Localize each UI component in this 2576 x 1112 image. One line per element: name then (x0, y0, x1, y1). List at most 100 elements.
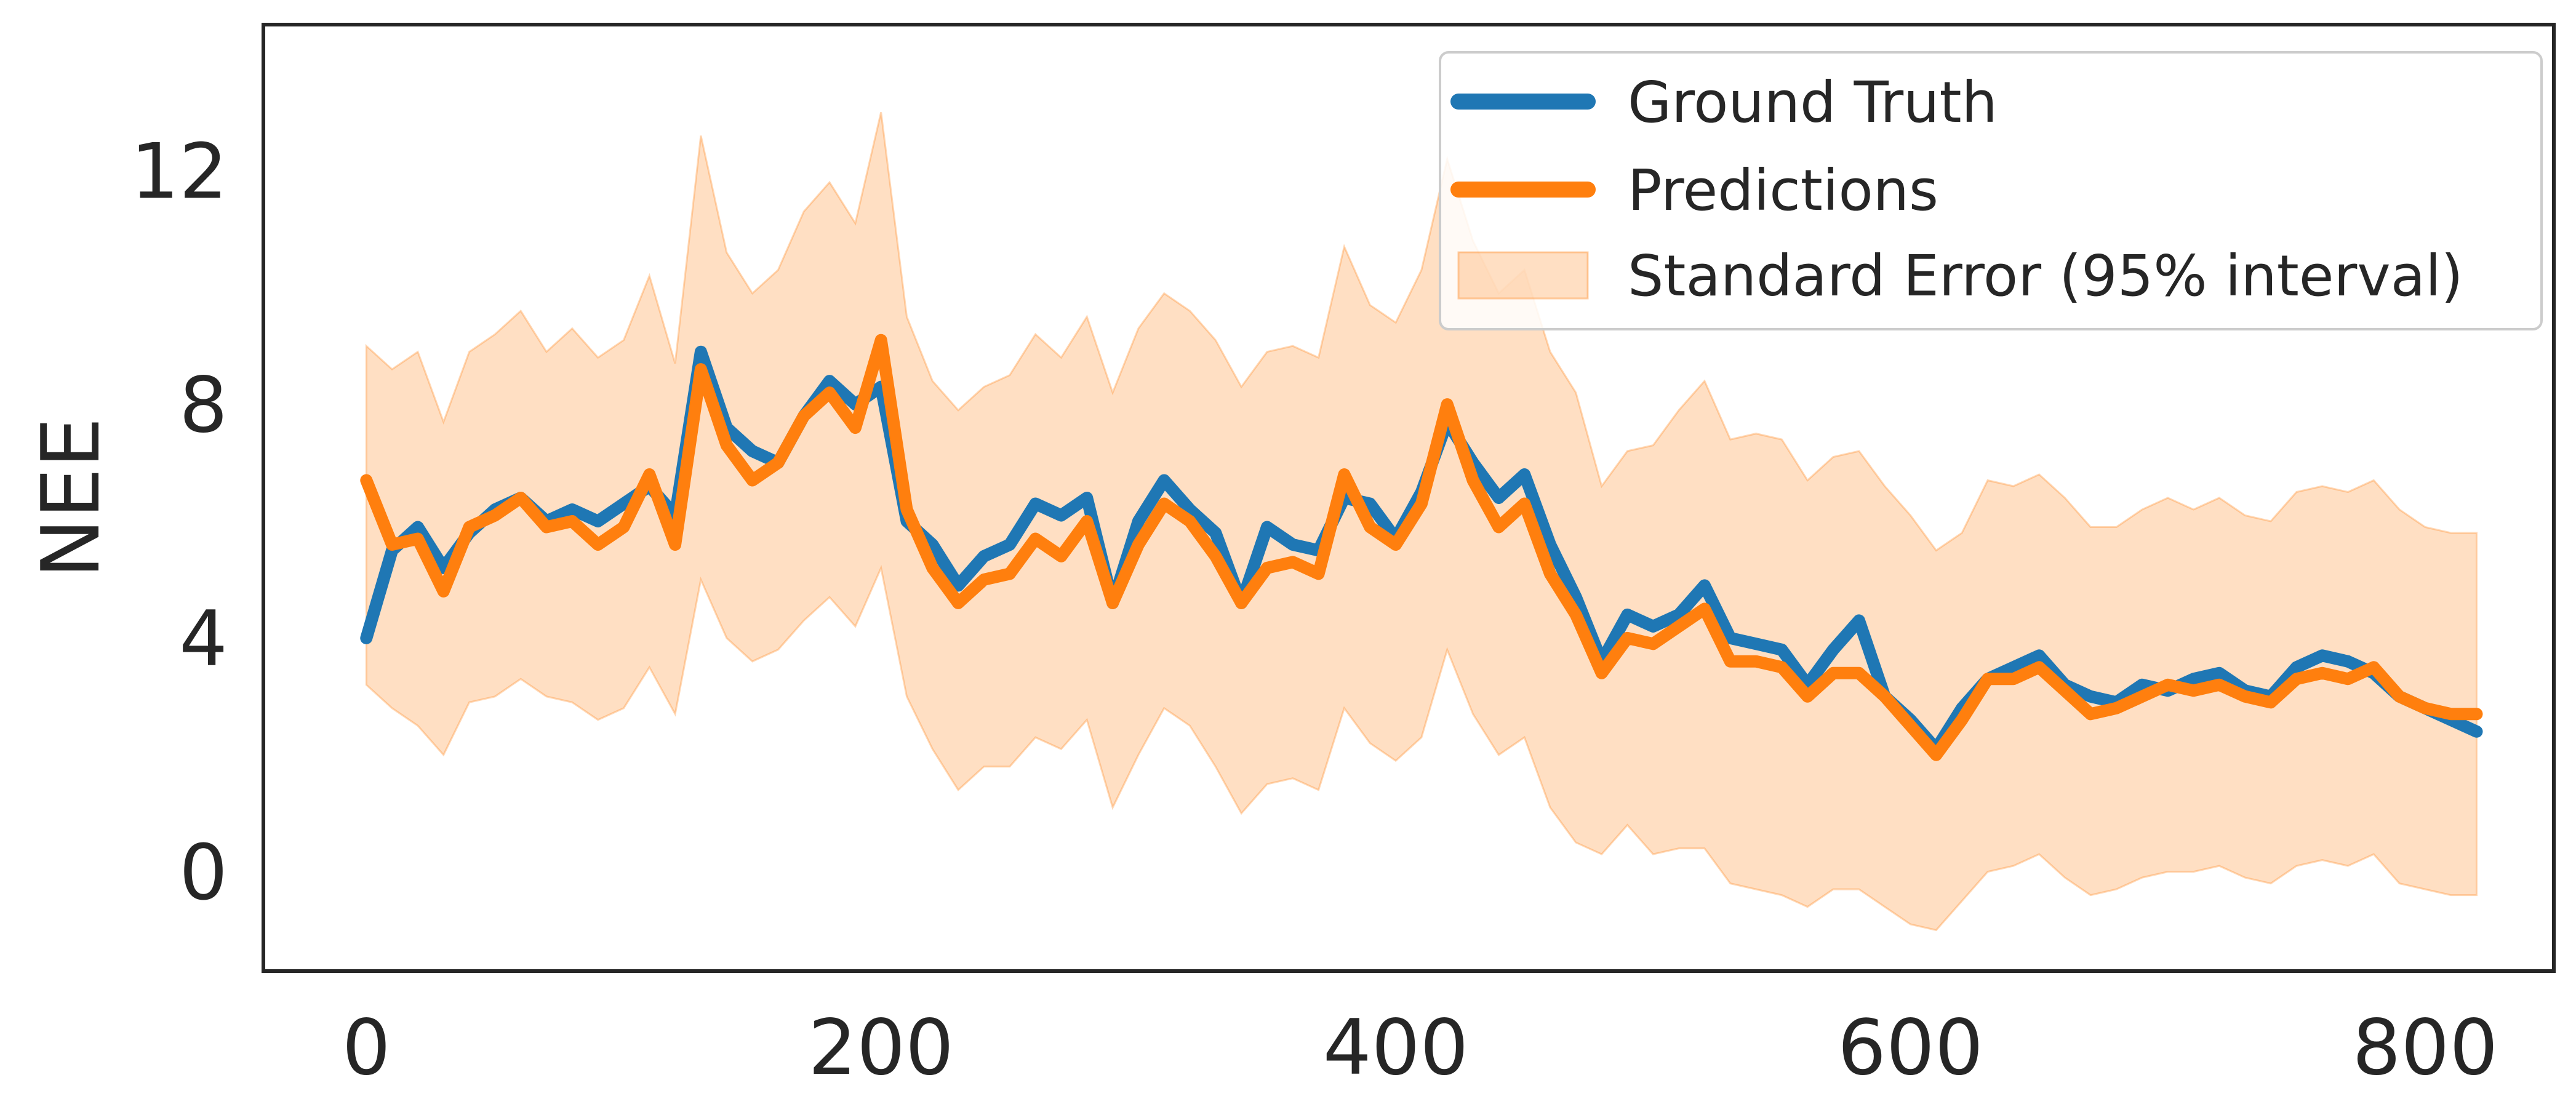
predictions-point (2167, 684, 2169, 686)
predictions-point (1756, 661, 1757, 662)
predictions-point (1395, 544, 1396, 545)
predictions-point (1421, 503, 1422, 505)
predictions-point (469, 527, 470, 528)
predictions-point (700, 369, 702, 370)
ground-truth-point (1215, 532, 1216, 534)
y-axis-ticks: 0 4 8 12 (130, 127, 228, 917)
predictions-point (1524, 503, 1525, 505)
predictions-point (2013, 678, 2014, 679)
predictions-point (2116, 708, 2117, 709)
predictions-point (2425, 708, 2426, 709)
ground-truth-point (752, 450, 753, 452)
ground-truth-point (2347, 661, 2348, 662)
predictions-point (983, 579, 985, 580)
predictions-point (1987, 678, 1988, 679)
legend-label-standard-error: Standard Error (95% interval) (1628, 243, 2463, 309)
ground-truth-point (829, 380, 830, 382)
predictions-point (1473, 480, 1474, 481)
predictions-point (417, 538, 418, 540)
ground-truth-point (623, 503, 625, 505)
predictions-point (1266, 567, 1268, 569)
predictions-point (2373, 666, 2374, 668)
ground-truth-point (1369, 503, 1370, 505)
predictions-point (1627, 638, 1628, 639)
ground-truth-point (1550, 544, 1551, 545)
y-tick-label: 0 (179, 829, 228, 918)
predictions-point (1241, 602, 1242, 604)
ground-truth-point (1060, 515, 1062, 516)
x-tick-label: 0 (342, 1004, 391, 1092)
ground-truth-point (366, 638, 367, 639)
predictions-point (366, 480, 367, 481)
predictions-point (2399, 696, 2400, 697)
x-tick-label: 400 (1323, 1004, 1469, 1092)
predictions-point (1343, 474, 1345, 475)
ground-truth-point (1756, 643, 1757, 644)
predictions-point (2218, 684, 2220, 686)
y-tick-label: 12 (130, 127, 228, 216)
predictions-point (1781, 666, 1782, 668)
ground-truth-point (2476, 731, 2478, 732)
predictions-point (932, 567, 933, 569)
predictions-point (1884, 696, 1886, 697)
predictions-point (1575, 614, 1577, 615)
predictions-point (2064, 690, 2065, 691)
x-tick-label: 200 (808, 1004, 954, 1092)
ground-truth-point (983, 556, 985, 557)
predictions-point (1112, 602, 1113, 604)
y-axis-title: NEE (24, 417, 118, 578)
predictions-point (1910, 725, 1911, 726)
ground-truth-point (2296, 666, 2297, 668)
ground-truth-point (2039, 655, 2040, 656)
ground-truth-point (1781, 649, 1782, 650)
ground-truth-point (1652, 626, 1654, 627)
predictions-point (2270, 702, 2271, 703)
ground-truth-point (2142, 684, 2143, 686)
legend-swatch-standard-error (1457, 251, 1589, 300)
ground-truth-point (2322, 655, 2323, 656)
x-tick-label: 800 (2353, 1004, 2498, 1092)
ground-truth-point (1138, 521, 1139, 522)
predictions-point (829, 392, 830, 393)
ground-truth-point (1807, 684, 1808, 686)
ground-truth-point (2090, 696, 2091, 697)
predictions-point (906, 509, 908, 510)
predictions-point (1369, 527, 1370, 528)
ground-truth-point (572, 509, 573, 510)
predictions-point (1447, 404, 1448, 405)
ground-truth-point (1164, 480, 1165, 481)
y-tick-label: 4 (179, 595, 228, 684)
predictions-point (2142, 696, 2143, 697)
ground-truth-point (1730, 638, 1731, 639)
predictions-point (546, 527, 547, 528)
predictions-point (572, 521, 573, 522)
predictions-point (2347, 678, 2348, 679)
predictions-point (1138, 544, 1139, 545)
predictions-line (360, 334, 2483, 761)
predictions-point (1292, 561, 1294, 562)
legend-frame (1439, 51, 2543, 330)
ground-truth-point (1833, 649, 1834, 650)
predictions-point (1498, 527, 1499, 528)
predictions-point (726, 445, 727, 446)
predictions-point (1807, 696, 1808, 697)
predictions-point (1833, 673, 1834, 674)
predictions-point (1678, 626, 1679, 627)
ground-truth-point (1292, 544, 1294, 545)
legend: Ground Truth Predictions Standard Error … (1439, 51, 2543, 330)
predictions-point (2039, 666, 2040, 668)
x-tick-label: 600 (1838, 1004, 1983, 1092)
ground-truth-point (1858, 620, 1860, 621)
legend-label-ground-truth: Ground Truth (1628, 70, 1998, 135)
y-tick-label: 8 (179, 361, 228, 450)
predictions-point (1935, 754, 1937, 756)
ground-truth-point (2193, 678, 2194, 679)
predictions-point (494, 515, 495, 516)
ground-truth-point (932, 544, 933, 545)
predictions-point (803, 415, 804, 417)
ground-truth-point (2013, 666, 2014, 668)
predictions-point (777, 462, 778, 463)
predictions-point (623, 527, 625, 528)
predictions-point (855, 427, 856, 428)
